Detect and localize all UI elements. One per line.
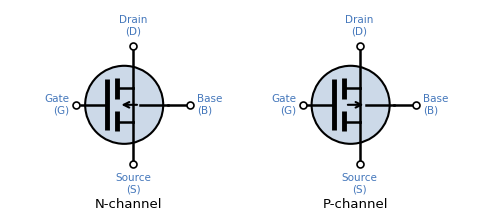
Text: Base
(B): Base (B) [423,94,449,116]
Circle shape [85,66,163,144]
Text: Source
(S): Source (S) [115,173,151,194]
Text: Base
(B): Base (B) [197,94,222,116]
Text: N-channel: N-channel [95,198,162,211]
Text: Gate
(G): Gate (G) [44,94,70,116]
Text: Gate
(G): Gate (G) [271,94,296,116]
Text: P-channel: P-channel [322,198,388,211]
Text: Source
(S): Source (S) [341,173,377,194]
Text: Drain
(D): Drain (D) [119,15,147,37]
Text: Drain
(D): Drain (D) [345,15,374,37]
Circle shape [312,66,390,144]
